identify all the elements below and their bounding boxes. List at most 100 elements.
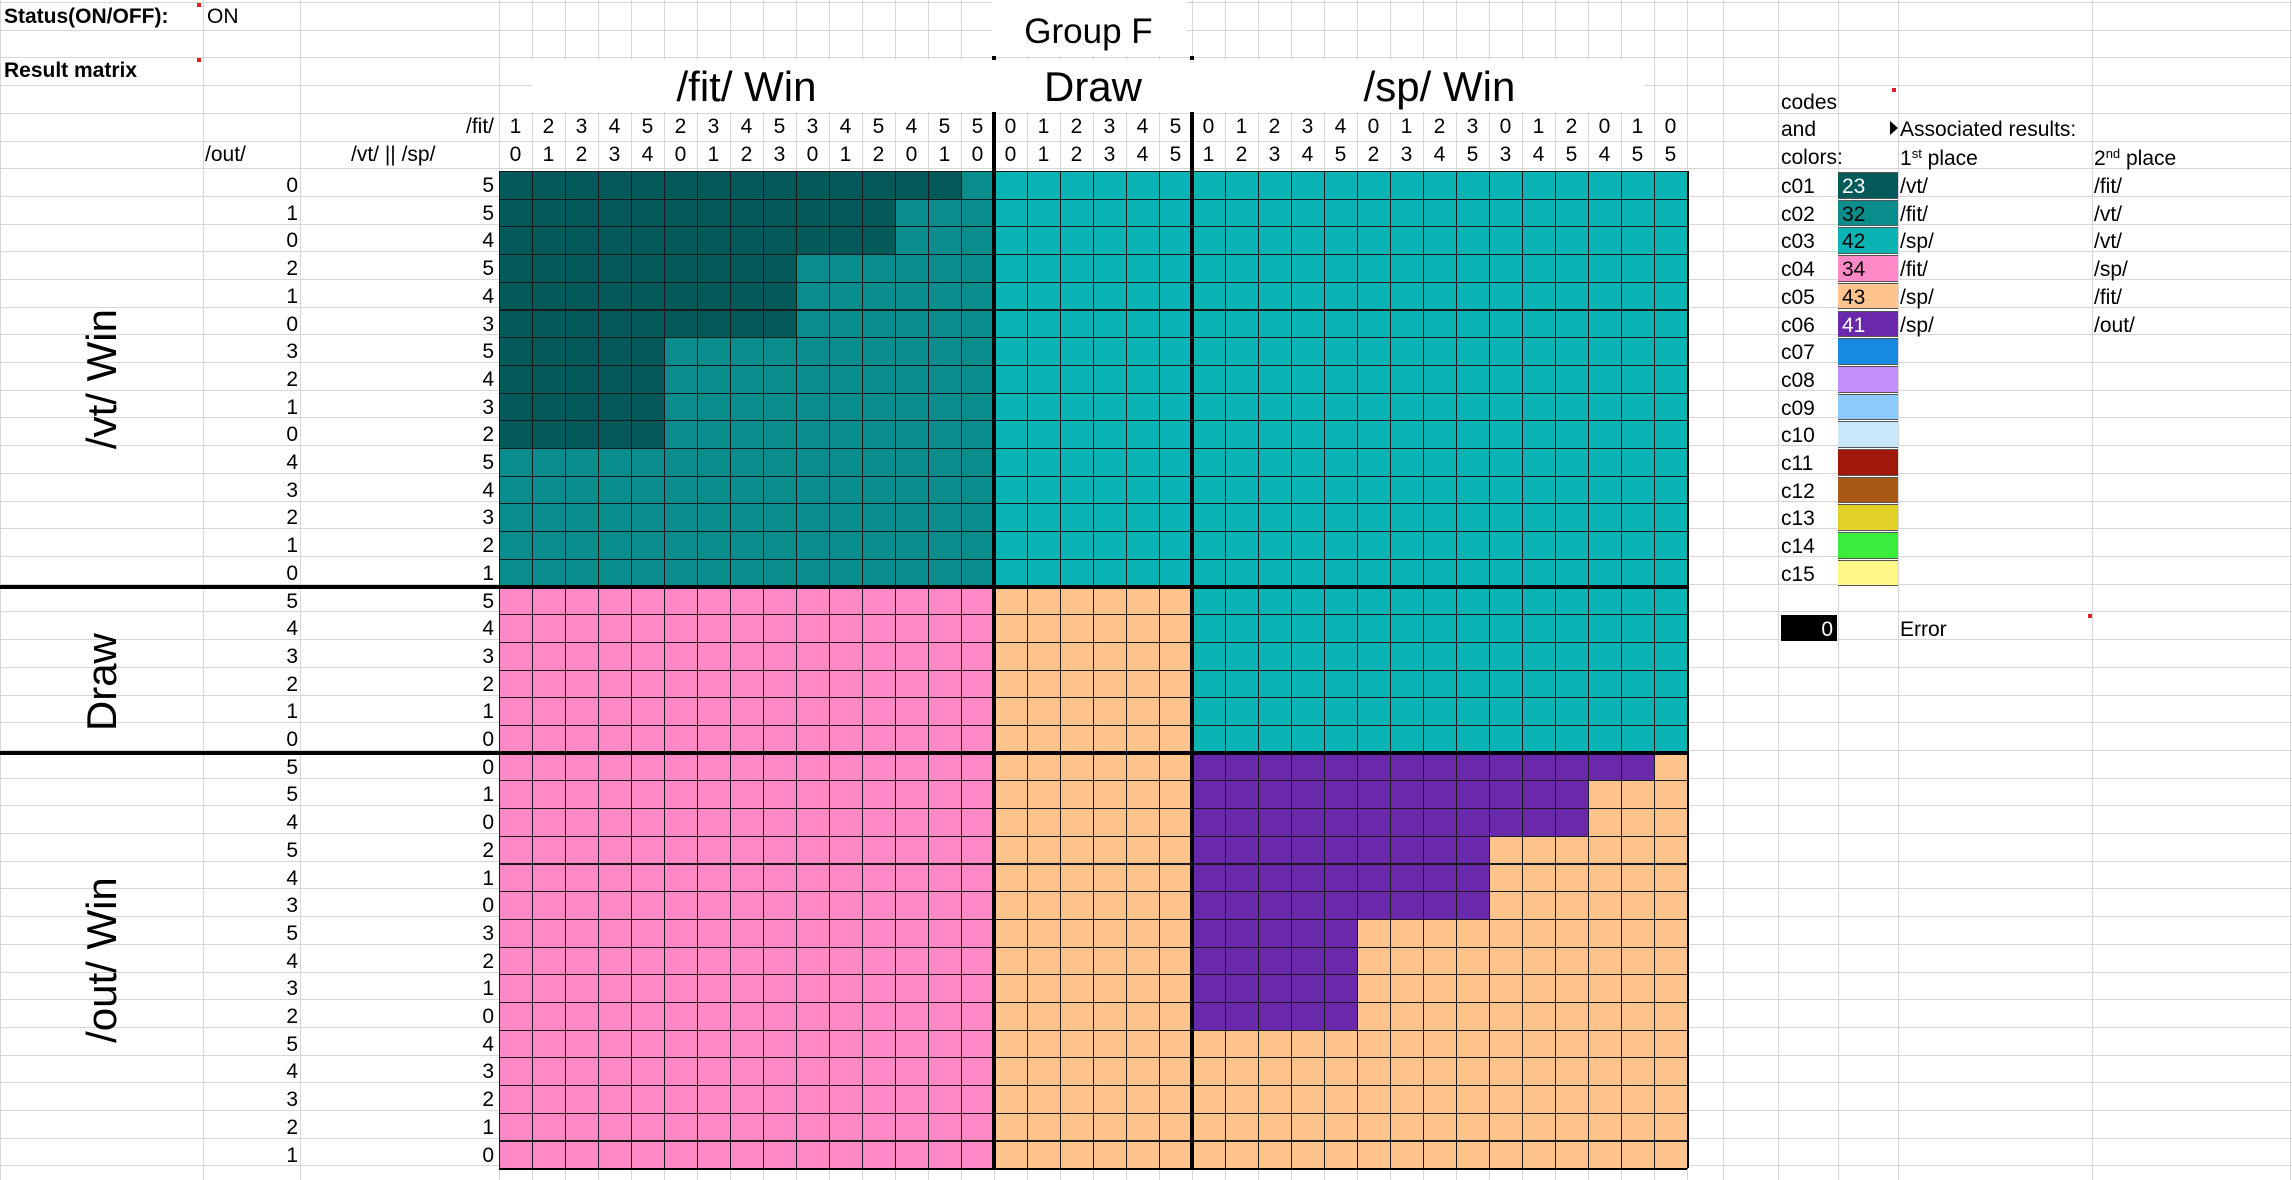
matrix-cell — [499, 1140, 533, 1170]
matrix-cell — [1390, 475, 1424, 505]
legend-color-swatch — [1838, 393, 1898, 421]
matrix-cell — [697, 641, 731, 671]
matrix-cell — [1093, 503, 1127, 533]
fit-score-header: 1 — [1532, 115, 1545, 138]
matrix-cell — [1588, 392, 1622, 422]
matrix-cell — [1621, 1140, 1655, 1170]
status-value: ON — [207, 5, 239, 28]
matrix-cell — [1027, 918, 1061, 948]
matrix-cell — [1192, 475, 1226, 505]
side-header-draw: Draw — [78, 632, 125, 731]
matrix-cell — [598, 558, 632, 588]
matrix-cell — [862, 641, 896, 671]
matrix-cell — [1291, 558, 1325, 588]
matrix-cell — [1357, 974, 1391, 1003]
matrix-cell — [1456, 392, 1490, 422]
legend-code-label: c12 — [1781, 479, 1815, 503]
matrix-cell — [895, 863, 929, 893]
matrix-cell — [1654, 1085, 1688, 1114]
matrix-cell — [862, 309, 896, 339]
matrix-cell — [730, 448, 764, 477]
matrix-cell — [1324, 392, 1358, 422]
matrix-cell — [1291, 780, 1325, 810]
matrix-cell — [1489, 364, 1523, 394]
matrix-cell — [1060, 946, 1094, 976]
matrix-cell — [1357, 863, 1391, 893]
matrix-cell — [532, 1002, 566, 1031]
matrix-cell — [862, 586, 896, 616]
matrix-cell — [1423, 531, 1457, 560]
matrix-cell — [1357, 835, 1391, 865]
matrix-cell — [1027, 475, 1061, 505]
group-separator-v — [1190, 56, 1194, 1169]
matrix-cell — [994, 531, 1028, 560]
matrix-cell — [1489, 1140, 1523, 1170]
matrix-cell — [1390, 337, 1424, 366]
matrix-cell — [1159, 281, 1193, 311]
matrix-cell — [895, 918, 929, 948]
vt-sp-score-label: 4 — [482, 367, 494, 391]
matrix-cell — [1258, 531, 1292, 560]
matrix-cell — [631, 254, 665, 283]
matrix-cell — [763, 835, 797, 865]
matrix-cell — [1423, 891, 1457, 920]
matrix-cell — [1225, 1112, 1259, 1142]
matrix-cell — [1522, 780, 1556, 810]
matrix-cell — [763, 1140, 797, 1170]
out-score-label: 1 — [286, 534, 298, 558]
matrix-cell — [631, 1140, 665, 1170]
matrix-cell — [532, 531, 566, 560]
matrix-cell — [1588, 974, 1622, 1003]
out-score-label: 2 — [286, 257, 298, 281]
matrix-cell — [1588, 475, 1622, 505]
matrix-cell — [1324, 752, 1358, 782]
matrix-cell — [1225, 254, 1259, 283]
matrix-cell — [565, 420, 599, 449]
matrix-cell — [730, 281, 764, 311]
matrix-cell — [1588, 586, 1622, 616]
matrix-cell — [1621, 891, 1655, 920]
matrix-cell — [1654, 309, 1688, 339]
matrix-cell — [1588, 448, 1622, 477]
matrix-cell — [1522, 198, 1556, 228]
matrix-cell — [565, 835, 599, 865]
matrix-cell — [796, 364, 830, 394]
matrix-cell — [1159, 171, 1193, 200]
matrix-cell — [1258, 780, 1292, 810]
matrix-cell — [1456, 891, 1490, 920]
matrix-cell — [994, 1140, 1028, 1170]
vt-sp-score-label: 1 — [482, 977, 494, 1001]
associated-results-arrow — [1890, 121, 1898, 135]
note-marker — [2088, 614, 2092, 618]
matrix-cell — [1654, 531, 1688, 560]
fit-score-header: 4 — [1136, 115, 1149, 138]
first-place-header-number: 1 — [1900, 147, 1912, 170]
legend-second-place: /sp/ — [2094, 258, 2128, 282]
legend-count: 23 — [1842, 175, 1866, 198]
matrix-cell — [1324, 1029, 1358, 1059]
matrix-cell — [928, 1085, 962, 1114]
matrix-cell — [1555, 641, 1589, 671]
side-header-vt-win: /vt/ Win — [78, 308, 125, 449]
matrix-cell — [1555, 448, 1589, 477]
matrix-cell — [994, 1029, 1028, 1059]
matrix-cell — [763, 503, 797, 533]
matrix-cell — [499, 752, 533, 782]
matrix-cell — [1225, 808, 1259, 837]
matrix-cell — [730, 974, 764, 1003]
sp-score-header: 5 — [1466, 143, 1479, 166]
matrix-cell — [631, 475, 665, 505]
matrix-cell — [796, 558, 830, 588]
matrix-cell — [1159, 503, 1193, 533]
matrix-cell — [1423, 364, 1457, 394]
matrix-cell — [532, 780, 566, 810]
matrix-cell — [1159, 1140, 1193, 1170]
sp-score-header: 5 — [1631, 143, 1644, 166]
matrix-cell — [1159, 420, 1193, 449]
matrix-cell — [1357, 309, 1391, 339]
matrix-cell — [1159, 254, 1193, 283]
matrix-cell — [598, 281, 632, 311]
matrix-cell — [1027, 309, 1061, 339]
matrix-cell — [1159, 669, 1193, 699]
fit-score-header: 0 — [1202, 115, 1215, 138]
